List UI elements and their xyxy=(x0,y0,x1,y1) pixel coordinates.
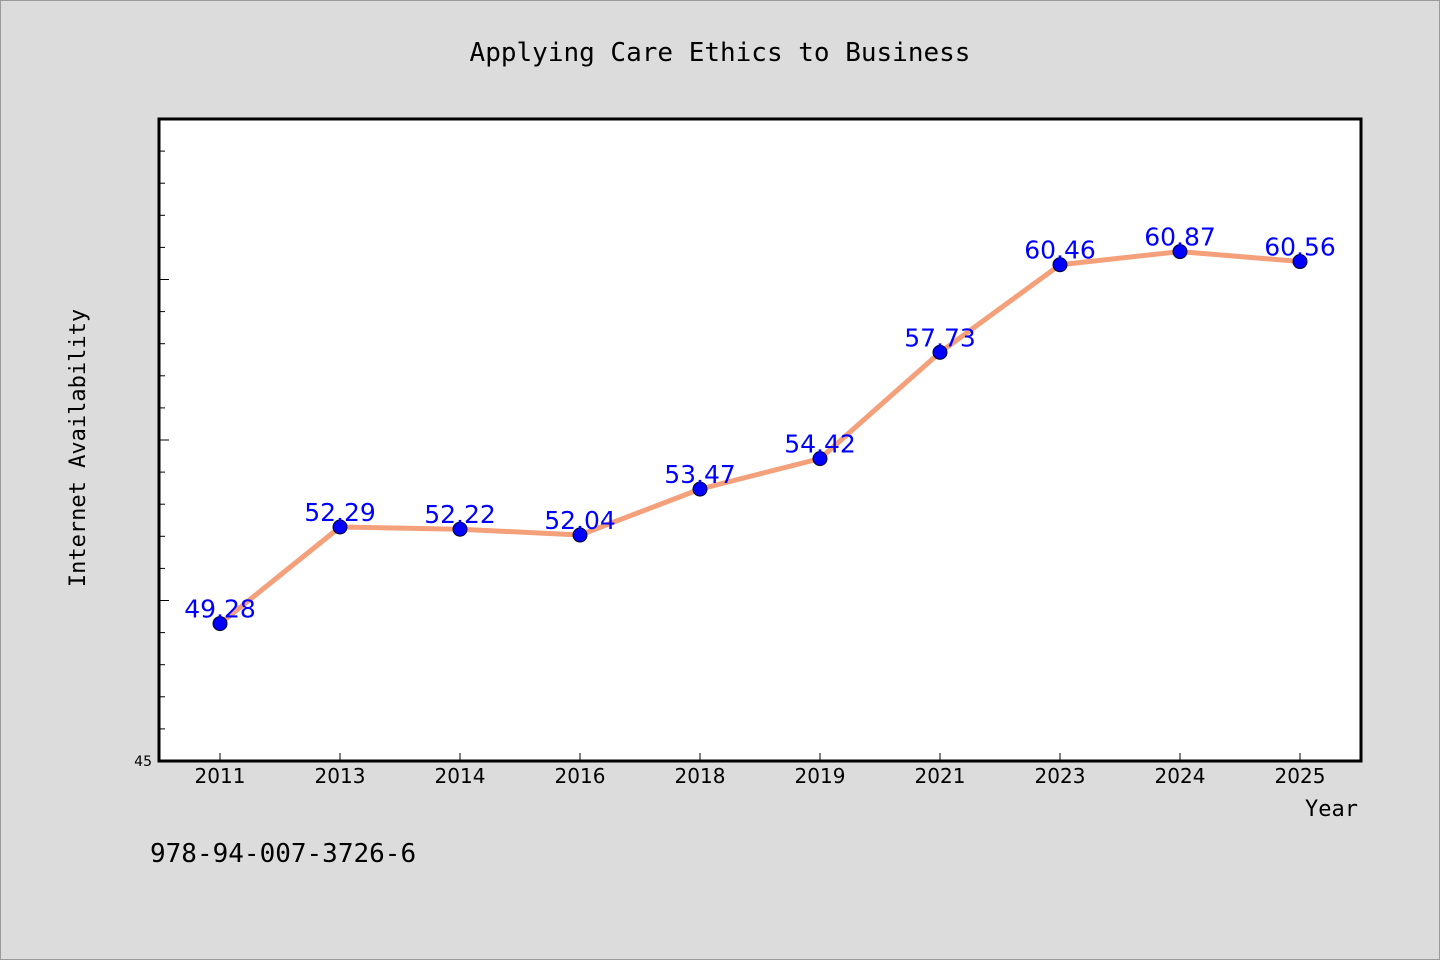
plot-area xyxy=(157,117,1363,763)
data-point-2014 xyxy=(452,521,468,537)
x-tick-label-2016: 2016 xyxy=(555,764,606,788)
chart-title: Applying Care Ethics to Business xyxy=(470,38,971,68)
x-tick-label-2018: 2018 xyxy=(675,764,726,788)
data-labels: 49.28 52.29 52.22 52.04 53.47 54.42 57.73 60.46… xyxy=(184,223,1336,624)
x-tick-label-2019: 2019 xyxy=(795,764,846,788)
x-tick-label-2021: 2021 xyxy=(915,764,966,788)
data-point-2024 xyxy=(1172,244,1188,260)
data-point-2011 xyxy=(212,616,228,632)
x-tick-label-2023: 2023 xyxy=(1035,764,1086,788)
data-point-2016 xyxy=(572,527,588,543)
data-label-2013: 52.29 xyxy=(304,498,376,527)
x-tick-label-2025: 2025 xyxy=(1275,764,1326,788)
data-markers xyxy=(212,244,1308,632)
data-point-2021 xyxy=(932,344,948,360)
x-axis-label: Year xyxy=(1305,797,1358,822)
x-tick-label-2011: 2011 xyxy=(195,764,246,788)
series-line xyxy=(217,249,1303,627)
data-label-2025: 60.56 xyxy=(1264,233,1336,262)
data-label-2016: 52.04 xyxy=(544,506,616,535)
data-label-2019: 54.42 xyxy=(784,430,856,459)
data-label-2024: 60.87 xyxy=(1144,223,1216,252)
y-axis-min-label: 45 xyxy=(134,754,152,770)
x-tick-label-2014: 2014 xyxy=(435,764,486,788)
data-point-2013 xyxy=(332,519,348,535)
isbn-text: 978-94-007-3726-6 xyxy=(150,839,416,869)
data-label-2014: 52.22 xyxy=(424,500,496,529)
x-axis-ticks: 2011 2013 2014 2016 2018 2019 2021 2023 2024 2025 xyxy=(195,753,1326,788)
x-tick-label-2024: 2024 xyxy=(1155,764,1206,788)
data-point-2023 xyxy=(1052,257,1068,273)
data-point-2025 xyxy=(1292,254,1308,270)
y-axis-ticks xyxy=(159,150,169,730)
data-label-2021: 57.73 xyxy=(904,323,976,352)
y-axis-label: Internet Availability xyxy=(66,309,91,587)
data-label-2011: 49.28 xyxy=(184,595,256,624)
data-label-2023: 60.46 xyxy=(1024,236,1096,265)
x-tick-label-2013: 2013 xyxy=(315,764,366,788)
data-point-2018 xyxy=(692,481,708,497)
data-label-2018: 53.47 xyxy=(664,460,736,489)
data-point-2019 xyxy=(812,451,828,467)
